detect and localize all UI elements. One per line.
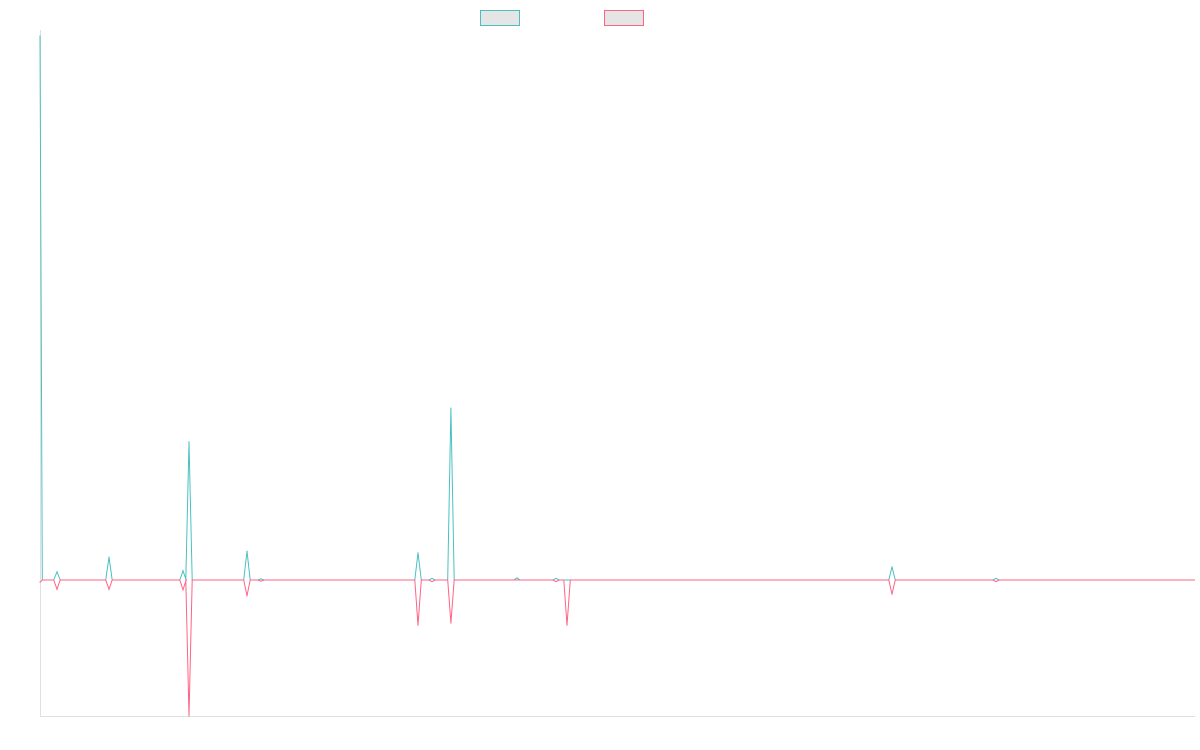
data-point[interactable] bbox=[555, 577, 557, 579]
data-point[interactable] bbox=[188, 441, 190, 443]
data-point[interactable] bbox=[56, 588, 58, 590]
data-point[interactable] bbox=[108, 556, 110, 558]
data-point[interactable] bbox=[246, 595, 248, 597]
data-point[interactable] bbox=[450, 407, 452, 409]
data-point[interactable] bbox=[39, 35, 41, 37]
data-point[interactable] bbox=[566, 624, 568, 626]
data-point[interactable] bbox=[431, 577, 433, 579]
data-point[interactable] bbox=[260, 578, 262, 580]
data-point[interactable] bbox=[182, 570, 184, 572]
data-point[interactable] bbox=[56, 571, 58, 573]
data-point[interactable] bbox=[246, 550, 248, 552]
series-line-2 bbox=[39, 579, 1195, 717]
data-point[interactable] bbox=[891, 593, 893, 595]
data-point[interactable] bbox=[39, 581, 41, 583]
legend bbox=[480, 10, 644, 26]
series-line-1 bbox=[39, 35, 1195, 581]
data-point[interactable] bbox=[891, 566, 893, 568]
data-point[interactable] bbox=[995, 581, 997, 583]
data-point[interactable] bbox=[188, 715, 190, 717]
data-point[interactable] bbox=[260, 580, 262, 582]
data-point[interactable] bbox=[555, 581, 557, 583]
data-point[interactable] bbox=[516, 577, 518, 579]
data-point[interactable] bbox=[450, 622, 452, 624]
data-point[interactable] bbox=[182, 589, 184, 591]
data-point[interactable] bbox=[108, 588, 110, 590]
data-point[interactable] bbox=[417, 624, 419, 626]
data-point[interactable] bbox=[431, 581, 433, 583]
data-point[interactable] bbox=[995, 577, 997, 579]
legend-swatch-2[interactable] bbox=[604, 10, 644, 26]
legend-swatch-1[interactable] bbox=[480, 10, 520, 26]
data-point[interactable] bbox=[417, 552, 419, 554]
